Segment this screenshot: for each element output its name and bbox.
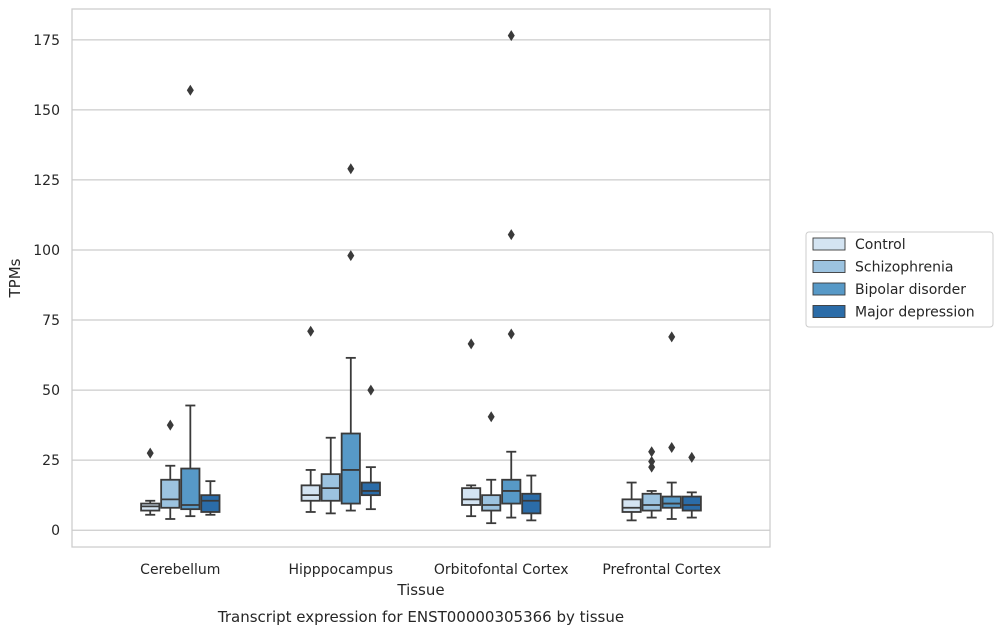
plot-frame bbox=[71, 8, 771, 548]
box-major-depression bbox=[200, 480, 221, 516]
outlier-point bbox=[467, 338, 475, 350]
box-control bbox=[300, 325, 321, 513]
box-schizophrenia bbox=[320, 436, 341, 515]
outlier-point bbox=[146, 447, 154, 459]
box-schizophrenia bbox=[160, 419, 181, 520]
box-control bbox=[621, 481, 642, 522]
box-bipolar-disorder bbox=[180, 84, 201, 518]
outlier-point bbox=[668, 442, 676, 454]
box-iqr bbox=[661, 495, 682, 509]
box-bipolar-disorder bbox=[661, 331, 682, 520]
outlier-point bbox=[186, 84, 194, 96]
outlier-point bbox=[347, 250, 355, 262]
y-tick-label: 0 bbox=[51, 523, 60, 539]
legend-swatch bbox=[812, 305, 846, 318]
legend: Control Schizophrenia Bipolar disorder Majo… bbox=[805, 231, 994, 328]
plot-area bbox=[72, 9, 770, 547]
box-major-depression bbox=[360, 384, 381, 511]
box-bipolar-disorder bbox=[501, 30, 522, 519]
box-schizophrenia bbox=[481, 411, 502, 525]
box-bipolar-disorder bbox=[340, 163, 361, 512]
outlier-point bbox=[487, 411, 495, 423]
box-iqr bbox=[200, 494, 221, 513]
outlier-point bbox=[367, 384, 375, 396]
box-major-depression bbox=[681, 451, 702, 519]
box-schizophrenia bbox=[641, 446, 662, 519]
y-tick-label: 50 bbox=[42, 383, 60, 399]
outlier-point bbox=[648, 461, 656, 473]
outlier-point bbox=[507, 30, 515, 42]
x-tick-label: Prefrontal Cortex bbox=[602, 562, 721, 578]
x-tick-labels: Cerebellum Hipppocampus Orbitofontal Corte… bbox=[140, 562, 721, 578]
legend-label: Schizophrenia bbox=[855, 260, 953, 276]
box-iqr bbox=[360, 481, 381, 497]
outlier-point bbox=[668, 331, 676, 343]
legend-swatch bbox=[812, 237, 846, 251]
legend-label: Control bbox=[855, 237, 906, 253]
y-axis-label: TPMs bbox=[6, 258, 24, 298]
outlier-point bbox=[648, 446, 656, 458]
chart-caption: Transcript expression for ENST0000030536… bbox=[217, 608, 624, 626]
box-iqr bbox=[521, 492, 542, 515]
x-tick-label: Cerebellum bbox=[140, 562, 220, 578]
box-iqr bbox=[681, 495, 702, 512]
outlier-point bbox=[507, 328, 515, 340]
y-tick-label: 125 bbox=[33, 173, 60, 189]
outlier-point bbox=[507, 229, 515, 241]
box-iqr bbox=[160, 478, 181, 509]
outlier-point bbox=[307, 325, 315, 337]
box-iqr bbox=[641, 492, 662, 512]
legend-label: Major depression bbox=[855, 305, 975, 321]
box-control bbox=[461, 338, 482, 518]
outlier-point bbox=[347, 163, 355, 175]
outlier-point bbox=[648, 456, 656, 468]
y-gridlines bbox=[72, 39, 770, 531]
box-control bbox=[140, 447, 161, 516]
legend-frame bbox=[805, 231, 994, 328]
y-tick-label: 150 bbox=[33, 103, 60, 119]
box-iqr bbox=[621, 498, 642, 513]
legend-swatch bbox=[812, 282, 846, 296]
box-iqr bbox=[481, 494, 502, 512]
outlier-point bbox=[166, 419, 174, 431]
box-iqr bbox=[461, 487, 482, 506]
x-tick-label: Orbitofontal Cortex bbox=[434, 562, 569, 578]
y-tick-label: 175 bbox=[33, 33, 60, 49]
y-tick-label: 100 bbox=[33, 243, 60, 259]
x-axis-label: Tissue bbox=[396, 581, 444, 599]
y-tick-labels: 0 25 50 75 100 125 150 175 bbox=[33, 33, 60, 539]
outlier-point bbox=[688, 451, 696, 463]
legend-swatch bbox=[812, 260, 846, 273]
x-tick-label: Hipppocampus bbox=[288, 562, 393, 578]
box-iqr bbox=[300, 484, 321, 502]
box-iqr bbox=[180, 467, 201, 511]
box-iqr bbox=[340, 432, 361, 505]
box-groups bbox=[140, 30, 702, 525]
box-major-depression bbox=[521, 474, 542, 522]
y-tick-label: 75 bbox=[42, 313, 60, 329]
y-tick-label: 25 bbox=[42, 453, 60, 469]
legend-label: Bipolar disorder bbox=[855, 282, 966, 298]
